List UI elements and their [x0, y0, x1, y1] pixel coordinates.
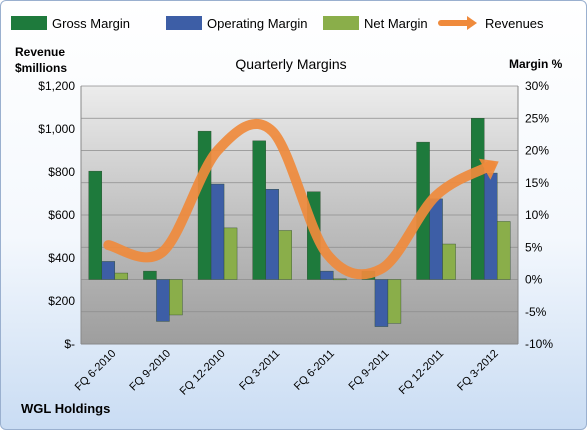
- legend-label: Net Margin: [364, 16, 428, 31]
- category-label: FQ 12-2011: [397, 348, 446, 397]
- left-axis-label-line1: Revenue: [15, 45, 65, 59]
- series-net-margin: [114, 221, 511, 324]
- revenue-line-path: [103, 119, 496, 280]
- category-label: FQ 12-2010: [178, 348, 228, 398]
- right-tick-label: 20%: [525, 144, 549, 158]
- bar: [470, 118, 485, 280]
- legend-item: Revenues: [438, 16, 544, 31]
- category-label: FQ 9-2011: [346, 348, 391, 393]
- category-label: FQ 3-2011: [237, 348, 282, 393]
- bar: [88, 170, 103, 280]
- legend: Gross Margin Operating Margin Net Margin Re…: [11, 16, 544, 31]
- left-axis-ticks: $- $200 $400 $600 $800 $1,000 $1,200: [38, 79, 75, 351]
- legend-item: Operating Margin: [166, 16, 307, 31]
- bar: [252, 140, 266, 280]
- left-tick-label: $1,200: [38, 79, 75, 93]
- bar: [333, 278, 347, 281]
- legend-swatch: [166, 16, 202, 30]
- chart-title: Quarterly Margins: [235, 56, 346, 72]
- legend-swatch: [11, 16, 47, 30]
- company-name: WGL Holdings: [21, 401, 110, 416]
- left-tick-label: $800: [48, 165, 75, 179]
- bar: [169, 279, 183, 316]
- bar: [114, 272, 129, 280]
- legend-item: Gross Margin: [11, 16, 130, 31]
- legend-arrow-swatch: [467, 16, 477, 30]
- bar: [496, 221, 511, 280]
- right-tick-label: 5%: [525, 240, 543, 254]
- bar: [442, 243, 456, 280]
- right-tick-label: -10%: [525, 337, 553, 351]
- left-tick-label: $600: [48, 208, 75, 222]
- legend-item: Net Margin: [323, 16, 428, 31]
- right-tick-label: 15%: [525, 176, 549, 190]
- right-tick-label: 10%: [525, 208, 549, 222]
- category-label: FQ 3-2012: [455, 348, 501, 394]
- category-label: FQ 9-2010: [127, 348, 173, 394]
- left-tick-label: $400: [48, 251, 75, 265]
- bar: [101, 261, 116, 280]
- right-tick-label: 30%: [525, 79, 549, 93]
- series-operating-margin: [101, 172, 498, 327]
- bar: [278, 230, 292, 280]
- bar: [374, 279, 389, 327]
- bar: [387, 279, 402, 324]
- bar: [320, 270, 334, 280]
- bar: [156, 279, 170, 322]
- right-tick-label: 25%: [525, 111, 549, 125]
- bar: [223, 227, 238, 280]
- legend-swatch: [323, 16, 359, 30]
- legend-label: Revenues: [485, 16, 544, 31]
- right-tick-label: 0%: [525, 273, 543, 287]
- legend-label: Gross Margin: [52, 16, 130, 31]
- left-tick-label: $1,000: [38, 122, 75, 136]
- revenue-arrowhead: [478, 158, 499, 180]
- left-axis-label-line2: $millions: [15, 61, 67, 75]
- bar: [429, 198, 443, 280]
- category-label: FQ 6-2011: [292, 348, 337, 393]
- bar: [143, 270, 157, 280]
- left-tick-label: $200: [48, 294, 75, 308]
- revenue-line: [103, 119, 499, 280]
- category-label: FQ 6-2010: [73, 348, 119, 394]
- left-tick-label: $-: [64, 337, 75, 351]
- x-axis-ticks: FQ 6-2010 FQ 9-2010 FQ 12-2010 FQ 3-2011 FQ …: [73, 348, 501, 398]
- bar: [210, 183, 225, 280]
- legend-label: Operating Margin: [207, 16, 307, 31]
- right-axis-ticks: -10% -5% 0% 5% 10% 15% 20% 25% 30%: [525, 79, 553, 351]
- bar: [483, 172, 498, 280]
- bar: [265, 188, 279, 280]
- right-tick-label: -5%: [525, 305, 547, 319]
- right-axis-label: Margin %: [509, 57, 563, 71]
